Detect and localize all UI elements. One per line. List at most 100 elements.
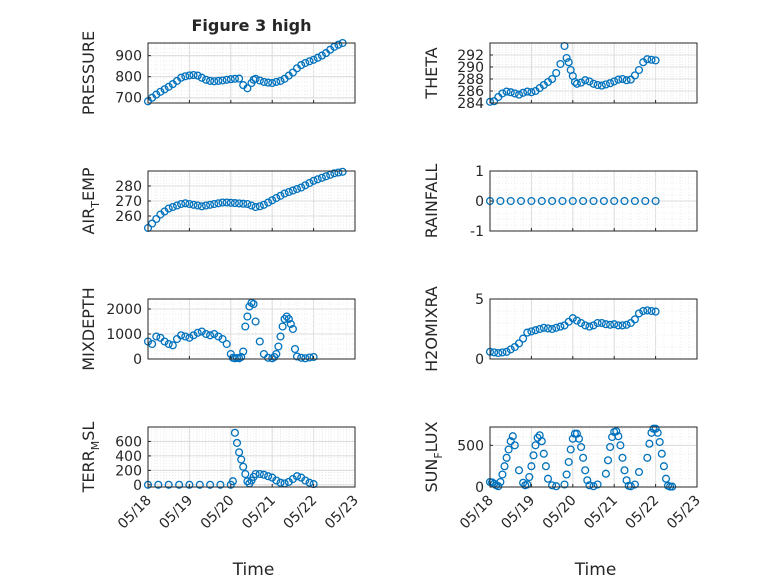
data-point	[148, 339, 157, 349]
y-tick-label: 280	[115, 179, 142, 195]
data-point	[601, 469, 610, 478]
data-point	[189, 200, 198, 209]
data-point	[620, 466, 629, 475]
data-point	[548, 74, 557, 84]
data-point	[560, 480, 569, 489]
data-point	[228, 477, 237, 486]
data-point	[498, 89, 507, 98]
data-point	[552, 323, 561, 332]
data-point	[579, 196, 588, 206]
data-point	[574, 434, 584, 443]
data-point	[230, 428, 239, 437]
data-point	[523, 328, 532, 337]
x-tick-label: 05/18	[457, 493, 497, 533]
data-point	[330, 169, 339, 178]
data-point	[490, 97, 499, 106]
data-point	[243, 199, 252, 209]
data-point	[506, 345, 515, 354]
data-point	[301, 181, 310, 190]
data-point	[634, 309, 644, 318]
data-point	[651, 196, 660, 206]
data-point	[589, 482, 598, 491]
data-point	[206, 480, 215, 489]
data-point	[527, 196, 536, 206]
data-point	[564, 457, 573, 467]
data-point	[235, 199, 244, 208]
data-point	[175, 480, 184, 489]
data-point	[572, 79, 581, 88]
data-point	[297, 353, 306, 362]
data-point	[292, 352, 302, 361]
data-point	[235, 74, 244, 83]
data-point	[616, 441, 625, 450]
data-point	[222, 339, 231, 349]
axes-box	[147, 42, 356, 104]
y-tick-label: 286	[457, 84, 484, 100]
data-point	[185, 480, 194, 489]
data-point	[630, 196, 639, 206]
data-point	[610, 320, 619, 329]
data-point	[639, 306, 648, 316]
data-point	[284, 314, 293, 324]
data-point	[286, 319, 295, 329]
data-point	[585, 77, 594, 86]
data-point	[334, 168, 343, 177]
data-point	[606, 320, 615, 329]
plot-area	[490, 43, 697, 103]
data-point	[626, 75, 635, 84]
data-point	[572, 316, 581, 325]
y-tick-label: 700	[115, 91, 142, 107]
data-point	[154, 480, 163, 489]
data-point	[572, 429, 581, 438]
data-point	[618, 321, 627, 330]
data-point	[278, 322, 287, 331]
x-tick-label: 05/20	[540, 493, 580, 533]
x-tick-label: 05/23	[664, 493, 704, 533]
data-point	[206, 200, 215, 209]
data-point	[241, 469, 250, 479]
data-point	[222, 75, 231, 84]
data-point	[264, 78, 273, 87]
x-tick-label: 05/21	[581, 493, 621, 533]
x-tick-label: 05/23	[322, 493, 362, 533]
data-point	[272, 193, 281, 203]
data-point	[593, 80, 602, 90]
data-point	[160, 85, 169, 94]
data-point	[589, 321, 598, 330]
data-point	[581, 321, 590, 330]
data-point	[577, 78, 586, 87]
data-point	[634, 467, 644, 477]
x-tick-label: 05/22	[281, 493, 321, 533]
data-point	[651, 56, 660, 65]
data-point	[657, 449, 666, 458]
data-point	[313, 175, 322, 184]
data-point	[288, 324, 297, 334]
data-point	[606, 79, 615, 88]
data-point	[535, 324, 544, 334]
data-point	[568, 196, 577, 206]
data-point	[589, 196, 598, 206]
data-point	[614, 75, 623, 84]
data-point	[276, 332, 285, 341]
data-point	[531, 441, 540, 450]
data-point	[537, 437, 546, 446]
data-point	[239, 199, 248, 208]
data-point	[566, 445, 575, 454]
data-point	[259, 77, 268, 86]
data-point	[197, 327, 206, 336]
data-point	[255, 202, 264, 211]
data-point	[249, 299, 258, 309]
y-tick-label: 292	[457, 48, 484, 64]
data-point	[641, 196, 650, 206]
data-point	[498, 348, 507, 357]
data-point	[502, 87, 511, 96]
panel-mixdepth: 0 1000 2000 MIXDEPTH	[79, 287, 356, 371]
data-point	[230, 199, 239, 208]
data-point	[589, 79, 598, 88]
y-tick-label: 290	[457, 60, 484, 76]
data-point	[189, 70, 198, 80]
data-point	[259, 470, 268, 479]
y-tick-label: 1000	[106, 327, 142, 343]
data-point	[597, 81, 606, 90]
